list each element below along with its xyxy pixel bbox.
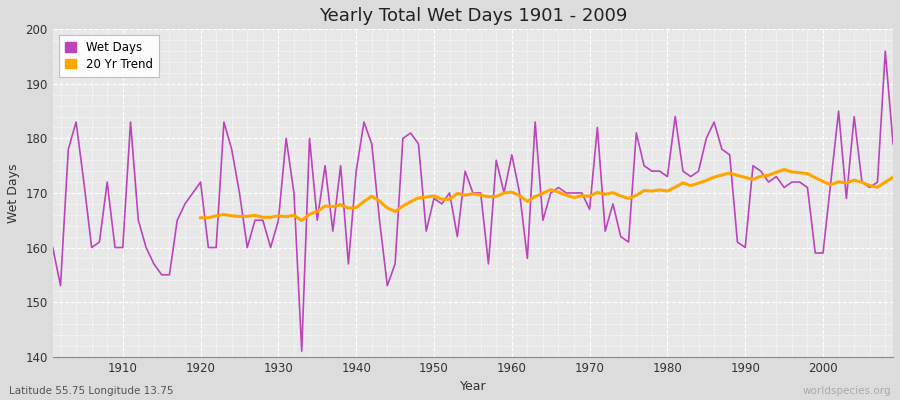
Wet Days: [887, 142, 898, 146]
Wet Days: [110, 245, 121, 250]
20 Yr Trend: [778, 167, 789, 172]
Line: Wet Days: Wet Days: [53, 51, 893, 351]
Wet Days: [880, 49, 891, 54]
Wet Days: [507, 152, 517, 157]
Title: Yearly Total Wet Days 1901 - 2009: Yearly Total Wet Days 1901 - 2009: [319, 7, 627, 25]
20 Yr Trend: [887, 175, 898, 180]
Wet Days: [48, 245, 58, 250]
Text: Latitude 55.75 Longitude 13.75: Latitude 55.75 Longitude 13.75: [9, 386, 174, 396]
Text: worldspecies.org: worldspecies.org: [803, 386, 891, 396]
Line: 20 Yr Trend: 20 Yr Trend: [201, 170, 893, 220]
20 Yr Trend: [289, 213, 300, 218]
Wet Days: [335, 163, 346, 168]
20 Yr Trend: [413, 196, 424, 200]
20 Yr Trend: [195, 215, 206, 220]
20 Yr Trend: [296, 218, 307, 223]
20 Yr Trend: [787, 170, 797, 174]
Wet Days: [514, 190, 525, 195]
20 Yr Trend: [872, 185, 883, 190]
Legend: Wet Days, 20 Yr Trend: Wet Days, 20 Yr Trend: [58, 35, 158, 76]
Wet Days: [296, 349, 307, 354]
Y-axis label: Wet Days: Wet Days: [7, 163, 20, 223]
Wet Days: [281, 136, 292, 141]
20 Yr Trend: [686, 183, 697, 188]
20 Yr Trend: [802, 171, 813, 176]
X-axis label: Year: Year: [460, 380, 486, 393]
Wet Days: [608, 202, 618, 206]
